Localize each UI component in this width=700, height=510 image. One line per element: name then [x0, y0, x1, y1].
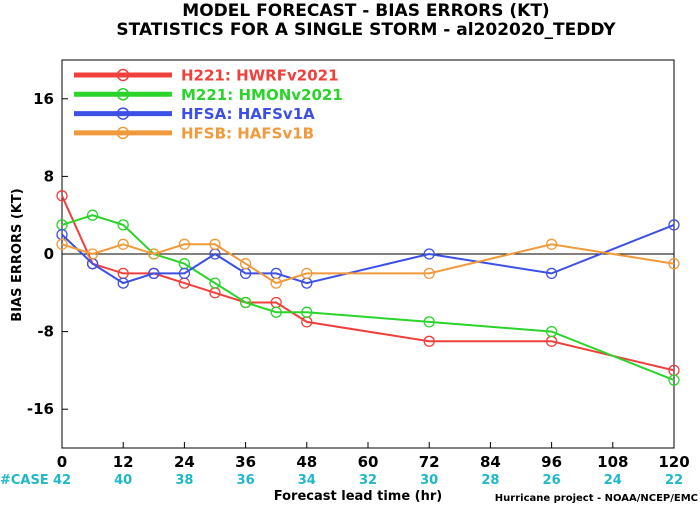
- series-layer: [56, 190, 680, 386]
- legend-entry: M221: HMONv2021: [181, 86, 343, 104]
- x-tick-label: 84: [480, 453, 501, 471]
- data-point: [301, 306, 313, 318]
- data-point: [423, 316, 435, 328]
- series-line: [61, 214, 675, 382]
- chart-subtitle: STATISTICS FOR A SINGLE STORM - al202020…: [116, 20, 616, 40]
- data-point: [301, 267, 313, 280]
- series-line: [61, 243, 675, 285]
- x-tick-label: 96: [541, 453, 562, 471]
- x-tick-label: 0: [57, 453, 67, 471]
- data-point: [545, 238, 558, 250]
- data-point: [148, 248, 160, 260]
- data-point: [423, 248, 435, 260]
- data-point: [668, 258, 680, 270]
- legend-entry: HFSA: HAFSv1A: [181, 105, 315, 123]
- data-point: [423, 335, 435, 347]
- chart-title: MODEL FORECAST - BIAS ERRORS (KT): [182, 1, 549, 21]
- data-point: [178, 238, 191, 250]
- case-count: 34: [298, 473, 316, 488]
- data-point: [239, 296, 252, 309]
- x-tick-label: 24: [174, 453, 195, 471]
- x-tick-label: 72: [419, 453, 440, 471]
- legend-marker: [116, 88, 130, 101]
- case-count: 22: [665, 473, 683, 488]
- data-point: [117, 277, 129, 289]
- data-point: [148, 267, 160, 280]
- case-count: 42: [53, 473, 71, 488]
- case-count: 28: [481, 473, 499, 488]
- x-tick-label: 120: [658, 453, 689, 471]
- x-tick-label: 12: [113, 453, 134, 471]
- y-tick-label: 8: [44, 167, 54, 185]
- axis-layer: 0 42 12 40 24 38 36 36 48 34 60 32 72 30 84 28 96 26 108 24…: [27, 90, 690, 488]
- y-tick-label: 16: [33, 90, 54, 108]
- data-point: [239, 258, 252, 270]
- data-point: [178, 267, 191, 280]
- case-label: #CASE: [0, 473, 49, 488]
- data-point: [668, 219, 680, 231]
- data-point: [545, 267, 558, 280]
- case-count: 40: [114, 473, 132, 488]
- case-count: 38: [175, 473, 193, 488]
- credit-text: Hurricane project - NOAA/NCEP/EMC: [495, 493, 698, 504]
- y-tick-label: 0: [44, 245, 54, 263]
- x-tick-label: 48: [296, 453, 317, 471]
- data-point: [668, 374, 680, 386]
- y-axis-label: BIAS ERRORS (KT): [10, 188, 25, 321]
- legend-entry: HFSB: HAFSv1B: [181, 124, 314, 142]
- x-tick-label: 108: [597, 453, 628, 471]
- data-point: [423, 267, 435, 280]
- x-axis-label: Forecast lead time (hr): [274, 489, 442, 504]
- case-count: 26: [543, 473, 561, 488]
- data-point: [270, 306, 282, 318]
- series-line: [61, 223, 675, 285]
- legend-marker: [116, 107, 130, 120]
- legend-marker: [116, 68, 130, 82]
- data-point: [270, 277, 282, 289]
- x-tick-label: 36: [235, 453, 256, 471]
- data-point: [117, 219, 129, 231]
- data-point: [86, 209, 99, 221]
- y-tick-label: -8: [37, 323, 54, 341]
- case-count: 36: [237, 473, 255, 488]
- legend-marker: [116, 126, 130, 140]
- data-point: [209, 277, 221, 289]
- case-count: 32: [359, 473, 377, 488]
- legend-entry: H221: HWRFv2021: [181, 67, 339, 85]
- data-point: [86, 248, 99, 260]
- data-point: [117, 238, 129, 250]
- data-point: [56, 190, 68, 202]
- data-point: [209, 238, 221, 250]
- case-count: 24: [604, 473, 622, 488]
- y-tick-label: -16: [27, 400, 54, 418]
- x-tick-label: 60: [358, 453, 379, 471]
- data-point: [545, 325, 558, 338]
- data-point: [56, 238, 68, 250]
- case-count: 30: [420, 473, 438, 488]
